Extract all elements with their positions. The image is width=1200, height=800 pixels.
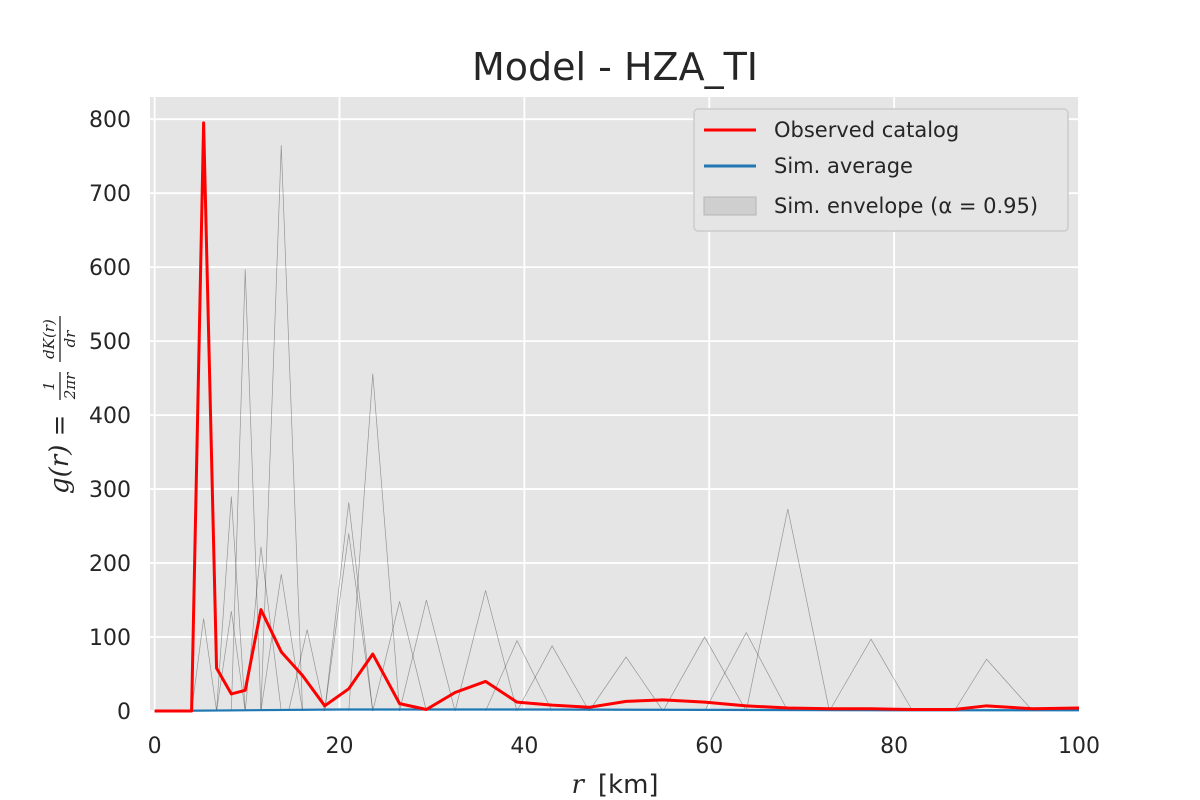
simulation-peak-1 xyxy=(230,269,262,712)
simulation-peak-4 xyxy=(324,502,374,712)
simulation-peak-17 xyxy=(288,629,326,712)
simulation-peak-15 xyxy=(829,638,913,712)
x-tick-label-2: 40 xyxy=(510,734,538,759)
x-tick-label-0: 0 xyxy=(148,734,162,759)
y-tick-label-0: 0 xyxy=(117,700,131,725)
series-observed-line xyxy=(154,121,1080,713)
x-axis-variable: r xyxy=(571,770,585,800)
y-tick-labels: 0 100 200 300 400 500 600 700 800 xyxy=(89,108,131,725)
y-tick-label-6: 600 xyxy=(89,256,131,281)
simulation-peak-19 xyxy=(953,658,1034,712)
legend-frame xyxy=(693,108,1069,232)
y-tick-label-5: 500 xyxy=(89,330,131,355)
legend-label-observed: Observed catalog xyxy=(774,118,959,142)
simulation-peak-5 xyxy=(745,508,830,712)
legend-swatch-envelope xyxy=(703,196,757,216)
legend-label-sim-average: Sim. average xyxy=(774,154,913,178)
chart-title: Model - HZA_TI xyxy=(472,45,758,89)
simulation-lines xyxy=(191,145,1034,712)
x-tick-label-4: 80 xyxy=(880,734,908,759)
y-axis-label-lhs: g(r) = xyxy=(45,415,75,494)
x-axis-unit: [km] xyxy=(598,770,659,800)
x-tick-label-1: 20 xyxy=(325,734,353,759)
simulation-peak-9 xyxy=(454,590,518,712)
y-tick-label-7: 700 xyxy=(89,182,131,207)
y-tick-label-2: 200 xyxy=(89,552,131,577)
x-axis-label: r [km] xyxy=(571,770,658,800)
y-axis-label-frac1-den: 2πr xyxy=(61,372,79,400)
simulation-peak-3 xyxy=(216,496,246,712)
x-tick-label-3: 60 xyxy=(695,734,723,759)
y-axis-label: g(r) = 1 2πr dK(r) dr xyxy=(40,316,79,494)
y-tick-label-8: 800 xyxy=(89,108,131,133)
y-tick-label-3: 300 xyxy=(89,478,131,503)
simulation-peak-2 xyxy=(348,373,400,712)
simulation-peak-14 xyxy=(704,631,789,712)
y-tick-label-1: 100 xyxy=(89,626,131,651)
simulation-peak-16 xyxy=(516,645,590,712)
simulation-peak-18 xyxy=(588,656,664,712)
x-tick-label-5: 100 xyxy=(1058,734,1100,759)
series-layer xyxy=(154,121,1080,713)
y-tick-label-4: 400 xyxy=(89,404,131,429)
y-axis-label-frac2-den: dr xyxy=(61,330,79,348)
legend: Observed catalog Sim. average Sim. envel… xyxy=(693,108,1069,232)
grid-lines xyxy=(150,97,1080,712)
simulation-peak-11 xyxy=(372,601,427,712)
y-axis-label-frac1-num: 1 xyxy=(40,381,58,391)
legend-label-envelope: Sim. envelope (α = 0.95) xyxy=(774,194,1038,218)
x-tick-labels: 0 20 40 60 80 100 xyxy=(148,734,1100,759)
simulation-peak-10 xyxy=(399,599,456,712)
simulation-peak-0 xyxy=(260,145,303,712)
simulation-peak-21 xyxy=(191,618,217,712)
simulation-peak-7 xyxy=(324,533,374,712)
simulation-peak-13 xyxy=(662,636,747,712)
y-axis-label-frac2-num: dK(r) xyxy=(40,319,58,359)
